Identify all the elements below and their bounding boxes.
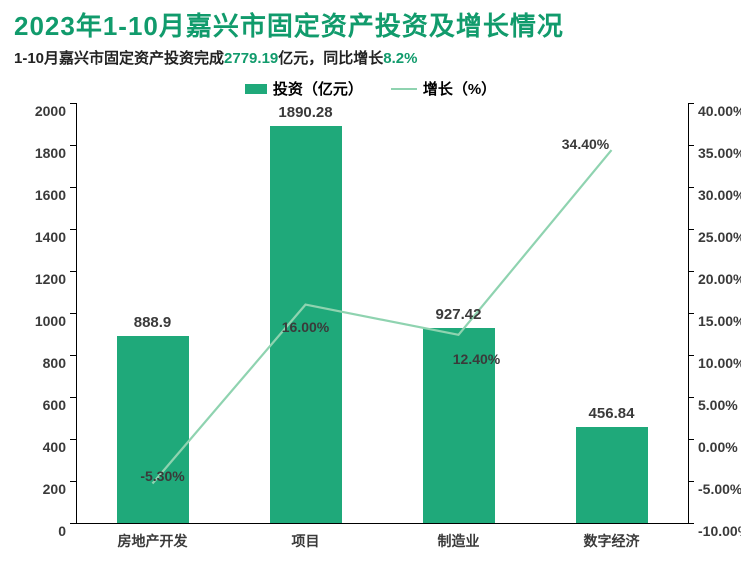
bar-value-label: 456.84 (589, 405, 635, 422)
y-right-label: 30.00% (698, 187, 741, 203)
y-left-tick (70, 313, 76, 314)
subtitle-text-1: 1-10月嘉兴市固定资产投资完成 (14, 50, 224, 67)
y-right-tick (688, 355, 694, 356)
subtitle-highlight-1: 2779.19 (224, 50, 278, 67)
y-left-tick (70, 355, 76, 356)
y-left-label: 1200 (35, 271, 66, 287)
y-left-label: 1600 (35, 187, 66, 203)
y-right-label: -10.00% (698, 523, 741, 539)
y-left-tick (70, 397, 76, 398)
y-right-tick (688, 187, 694, 188)
y-right-label: 5.00% (698, 397, 738, 413)
y-right-tick (688, 103, 694, 104)
line-value-label: -5.30% (140, 468, 184, 484)
x-axis-label: 项目 (292, 531, 320, 551)
y-right-tick (688, 145, 694, 146)
y-right-label: -5.00% (698, 481, 741, 497)
y-right-tick (688, 523, 694, 524)
y-left-tick (70, 187, 76, 188)
y-left-tick (70, 481, 76, 482)
y-left-label: 1800 (35, 145, 66, 161)
y-right-label: 40.00% (698, 103, 741, 119)
y-right-tick (688, 313, 694, 314)
y-right-label: 10.00% (698, 355, 741, 371)
y-right-tick (688, 271, 694, 272)
line-value-label: 16.00% (282, 319, 329, 335)
y-left-tick (70, 103, 76, 104)
y-right-label: 15.00% (698, 313, 741, 329)
plot-area (76, 103, 688, 523)
subtitle-highlight-2: 8.2% (383, 50, 417, 67)
x-axis-label: 房地产开发 (118, 531, 188, 551)
y-right-label: 0.00% (698, 439, 738, 455)
y-left-label: 0 (58, 523, 66, 539)
y-right-tick (688, 397, 694, 398)
axis-line (76, 523, 688, 524)
bar-value-label: 1890.28 (278, 104, 332, 121)
axis-line (76, 103, 77, 523)
y-left-tick (70, 439, 76, 440)
y-left-tick (70, 229, 76, 230)
y-left-label: 2000 (35, 103, 66, 119)
bar-value-label: 927.42 (436, 306, 482, 323)
y-left-label: 600 (43, 397, 66, 413)
chart-title: 2023年1-10月嘉兴市固定资产投资及增长情况 (14, 6, 727, 43)
y-right-label: 20.00% (698, 271, 741, 287)
y-right-tick (688, 439, 694, 440)
legend-line-swatch (391, 88, 417, 90)
x-axis-label: 数字经济 (584, 531, 640, 551)
legend-item-bar: 投资（亿元） (245, 78, 363, 99)
y-right-tick (688, 229, 694, 230)
growth-line (76, 103, 688, 523)
y-right-tick (688, 481, 694, 482)
chart-subtitle: 1-10月嘉兴市固定资产投资完成2779.19亿元，同比增长8.2% (14, 47, 727, 68)
y-left-label: 1000 (35, 313, 66, 329)
y-left-tick (70, 145, 76, 146)
y-left-label: 1400 (35, 229, 66, 245)
y-left-label: 200 (43, 481, 66, 497)
x-axis-label: 制造业 (438, 531, 480, 551)
chart-area: 0200400600800100012001400160018002000-10… (14, 103, 727, 557)
line-value-label: 12.40% (453, 351, 500, 367)
line-value-label: 34.40% (562, 136, 609, 152)
y-left-label: 800 (43, 355, 66, 371)
bar-value-label: 888.9 (134, 314, 172, 331)
legend-bar-label: 投资（亿元） (273, 78, 363, 99)
legend-line-label: 增长（%） (423, 78, 496, 99)
y-left-tick (70, 523, 76, 524)
subtitle-text-2: 亿元，同比增长 (278, 50, 383, 67)
y-right-label: 25.00% (698, 229, 741, 245)
legend: 投资（亿元） 增长（%） (14, 78, 727, 99)
legend-bar-swatch (245, 84, 267, 94)
y-right-label: 35.00% (698, 145, 741, 161)
y-left-tick (70, 271, 76, 272)
legend-item-line: 增长（%） (391, 78, 496, 99)
y-left-label: 400 (43, 439, 66, 455)
chart-container: 2023年1-10月嘉兴市固定资产投资及增长情况 1-10月嘉兴市固定资产投资完… (0, 0, 741, 585)
